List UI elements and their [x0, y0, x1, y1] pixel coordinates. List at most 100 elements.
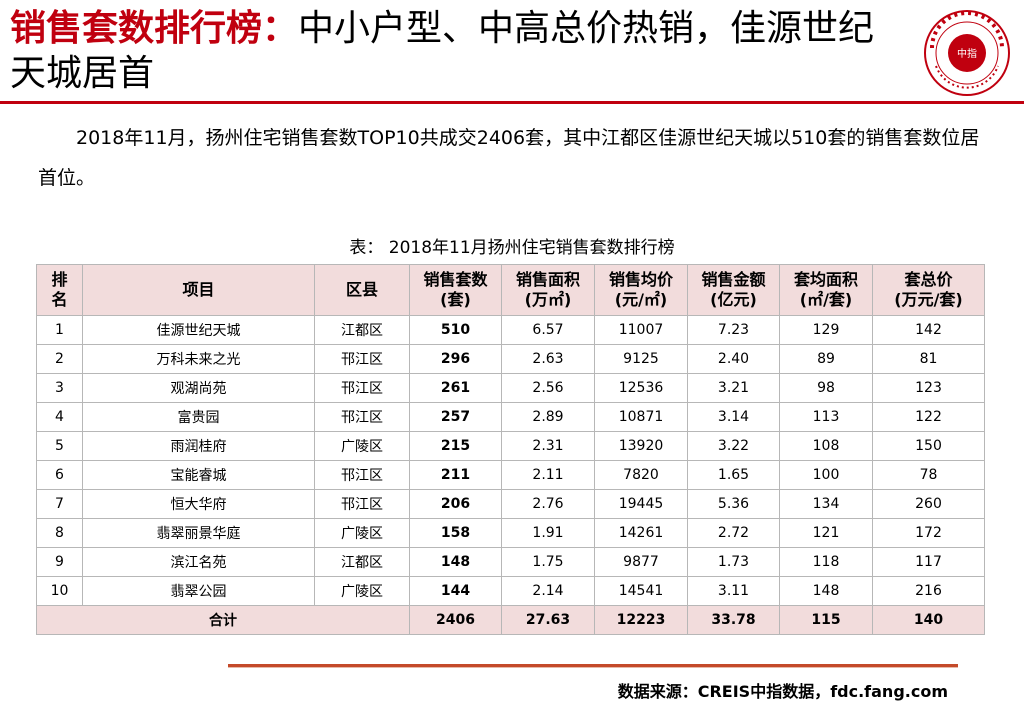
cell-area: 2.63 — [501, 344, 595, 374]
column-header-line2: (套) — [440, 290, 471, 309]
cell-amount: 3.11 — [687, 576, 780, 606]
cell-amount: 1.73 — [687, 547, 780, 577]
cell-units: 261 — [409, 373, 502, 403]
cell-rank: 7 — [36, 489, 83, 519]
cell-avg-area: 148 — [779, 576, 873, 606]
table-caption: 表： 2018年11月扬州住宅销售套数排行榜 — [349, 238, 675, 258]
column-header: 套均面积 (㎡/套) — [779, 264, 873, 316]
cell-district: 邗江区 — [314, 344, 410, 374]
column-header-line2: (元/㎡) — [614, 290, 668, 309]
cell-avg-area: 98 — [779, 373, 873, 403]
cell-avg-area: 100 — [779, 460, 873, 490]
cell-amount: 2.72 — [687, 518, 780, 548]
cell-area: 1.75 — [501, 547, 595, 577]
column-header: 排名 — [36, 264, 83, 316]
cell-amount: 3.14 — [687, 402, 780, 432]
table-row: 3 观湖尚苑 邗江区 261 2.56 12536 3.21 98 123 — [36, 373, 985, 403]
cell-area: 1.91 — [501, 518, 595, 548]
column-header-line2: (万元/套) — [894, 290, 963, 309]
cell-district: 广陵区 — [314, 576, 410, 606]
cell-district: 江都区 — [314, 315, 410, 345]
cell-amount: 3.21 — [687, 373, 780, 403]
cell-project: 宝能睿城 — [82, 460, 315, 490]
cell-avg-area: 121 — [779, 518, 873, 548]
column-header: 销售均价 (元/㎡) — [594, 264, 688, 316]
footer-divider-shadow — [228, 667, 958, 668]
cell-avg-price: 9125 — [594, 344, 688, 374]
column-header: 项目 — [82, 264, 315, 316]
cell-avg-area: 113 — [779, 402, 873, 432]
cell-unit-price: 78 — [872, 460, 985, 490]
cell-district: 江都区 — [314, 547, 410, 577]
table-row: 9 滨江名苑 江都区 148 1.75 9877 1.73 118 117 — [36, 547, 985, 577]
table-row: 8 翡翠丽景华庭 广陵区 158 1.91 14261 2.72 121 172 — [36, 518, 985, 548]
cell-district: 广陵区 — [314, 518, 410, 548]
intro-paragraph: 2018年11月，扬州住宅销售套数TOP10共成交2406套，其中江都区佳源世纪… — [38, 127, 980, 189]
cell-unit-price: 150 — [872, 431, 985, 461]
cell-amount: 1.65 — [687, 460, 780, 490]
cell-avg-area: 89 — [779, 344, 873, 374]
cell-unit-price: 216 — [872, 576, 985, 606]
cell-project: 雨润桂府 — [82, 431, 315, 461]
cell-avg-area: 108 — [779, 431, 873, 461]
table-row: 2 万科未来之光 邗江区 296 2.63 9125 2.40 89 81 — [36, 344, 985, 374]
column-header-line1: 销售套数 — [423, 270, 488, 289]
cell-unit-price: 117 — [872, 547, 985, 577]
cell-units: 257 — [409, 402, 502, 432]
total-units: 2406 — [409, 605, 502, 635]
cell-amount: 5.36 — [687, 489, 780, 519]
cell-project: 观湖尚苑 — [82, 373, 315, 403]
cell-avg-price: 7820 — [594, 460, 688, 490]
cell-unit-price: 81 — [872, 344, 985, 374]
cell-units: 510 — [409, 315, 502, 345]
column-header-line1: 套总价 — [904, 270, 953, 289]
cell-district: 邗江区 — [314, 373, 410, 403]
cell-district: 邗江区 — [314, 402, 410, 432]
cell-avg-price: 10871 — [594, 402, 688, 432]
cell-district: 邗江区 — [314, 489, 410, 519]
sales-ranking-table: 排名项目 区县 销售套数 (套) 销售面积 (万㎡) 销售均价 (元/㎡) 销售金额 (亿元) 套均… — [36, 264, 985, 635]
cell-avg-price: 11007 — [594, 315, 688, 345]
table-row: 5 雨润桂府 广陵区 215 2.31 13920 3.22 108 150 — [36, 431, 985, 461]
cell-rank: 3 — [36, 373, 83, 403]
cell-district: 邗江区 — [314, 460, 410, 490]
cell-rank: 6 — [36, 460, 83, 490]
total-avg-area: 115 — [779, 605, 873, 635]
title-highlight: 销售套数排行榜： — [10, 8, 299, 49]
column-header-line2: 名 — [51, 290, 68, 309]
cell-units: 296 — [409, 344, 502, 374]
footer-divider — [228, 664, 958, 667]
cell-avg-area: 129 — [779, 315, 873, 345]
cell-amount: 3.22 — [687, 431, 780, 461]
cell-project: 滨江名苑 — [82, 547, 315, 577]
cell-project: 翡翠丽景华庭 — [82, 518, 315, 548]
column-header-line1: 排 — [51, 270, 68, 289]
cell-project: 万科未来之光 — [82, 344, 315, 374]
title-divider — [0, 101, 1024, 104]
cell-rank: 9 — [36, 547, 83, 577]
column-header-line1: 套均面积 — [793, 270, 858, 289]
cell-rank: 1 — [36, 315, 83, 345]
table-row: 7 恒大华府 邗江区 206 2.76 19445 5.36 134 260 — [36, 489, 985, 519]
cell-area: 2.89 — [501, 402, 595, 432]
column-header: 区县 — [314, 264, 410, 316]
cell-units: 215 — [409, 431, 502, 461]
total-amount: 33.78 — [687, 605, 780, 635]
cell-rank: 10 — [36, 576, 83, 606]
cell-units: 144 — [409, 576, 502, 606]
total-unit-price: 140 — [872, 605, 985, 635]
cell-project: 佳源世纪天城 — [82, 315, 315, 345]
cell-project: 翡翠公园 — [82, 576, 315, 606]
cell-avg-area: 118 — [779, 547, 873, 577]
cell-avg-price: 14261 — [594, 518, 688, 548]
cell-unit-price: 122 — [872, 402, 985, 432]
cell-district: 广陵区 — [314, 431, 410, 461]
table-header-row: 排名项目 区县 销售套数 (套) 销售面积 (万㎡) 销售均价 (元/㎡) 销售金额 (亿元) 套均… — [36, 264, 985, 316]
table-row: 1 佳源世纪天城 江都区 510 6.57 11007 7.23 129 142 — [36, 315, 985, 345]
column-header: 销售金额 (亿元) — [687, 264, 780, 316]
column-header-line1: 区县 — [345, 280, 378, 299]
cell-area: 2.11 — [501, 460, 595, 490]
column-header: 销售套数 (套) — [409, 264, 502, 316]
cell-avg-price: 12536 — [594, 373, 688, 403]
title-rest: 中小户型、中高总价热销，佳源世纪天城居首 — [10, 8, 875, 94]
